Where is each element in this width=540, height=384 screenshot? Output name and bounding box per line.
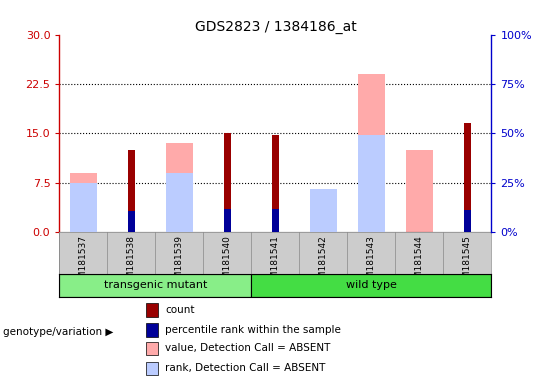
Bar xyxy=(70,173,97,232)
Text: GSM181542: GSM181542 xyxy=(319,235,328,290)
Bar xyxy=(358,135,384,232)
Bar xyxy=(464,123,471,232)
Bar xyxy=(224,133,231,232)
Bar xyxy=(70,183,97,232)
Bar xyxy=(310,189,336,232)
Bar xyxy=(272,209,279,232)
Bar xyxy=(146,323,158,337)
Text: rank, Detection Call = ABSENT: rank, Detection Call = ABSENT xyxy=(165,364,326,374)
Text: GSM181544: GSM181544 xyxy=(415,235,424,290)
Text: value, Detection Call = ABSENT: value, Detection Call = ABSENT xyxy=(165,343,330,353)
Bar xyxy=(146,362,158,375)
Bar xyxy=(146,303,158,317)
Text: transgenic mutant: transgenic mutant xyxy=(104,280,207,290)
Text: GSM181540: GSM181540 xyxy=(223,235,232,290)
Text: percentile rank within the sample: percentile rank within the sample xyxy=(165,325,341,335)
Text: GSM181543: GSM181543 xyxy=(367,235,376,290)
Text: count: count xyxy=(165,305,195,315)
Bar xyxy=(166,173,193,232)
Text: GSM181541: GSM181541 xyxy=(271,235,280,290)
Bar xyxy=(166,143,193,232)
Bar xyxy=(406,150,433,232)
Bar xyxy=(146,342,158,355)
Bar xyxy=(224,209,231,232)
Bar xyxy=(358,74,384,232)
Text: GSM181538: GSM181538 xyxy=(127,235,136,290)
Bar xyxy=(252,274,491,296)
Text: GSM181545: GSM181545 xyxy=(463,235,472,290)
Text: genotype/variation ▶: genotype/variation ▶ xyxy=(3,327,113,337)
Bar xyxy=(464,210,471,232)
Bar xyxy=(272,135,279,232)
Text: wild type: wild type xyxy=(346,280,397,290)
Bar xyxy=(59,274,252,296)
Bar xyxy=(128,211,135,232)
Title: GDS2823 / 1384186_at: GDS2823 / 1384186_at xyxy=(194,20,356,33)
Bar xyxy=(310,189,336,232)
Text: GSM181537: GSM181537 xyxy=(79,235,88,290)
Text: GSM181539: GSM181539 xyxy=(175,235,184,290)
Bar xyxy=(128,150,135,232)
